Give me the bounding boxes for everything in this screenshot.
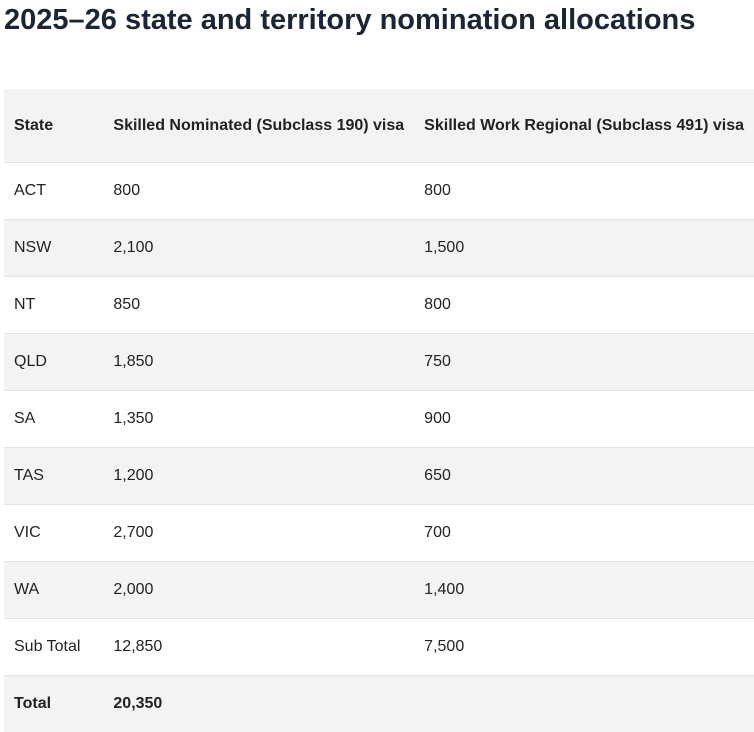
table-cell: Sub Total <box>4 619 103 676</box>
table-cell: SA <box>4 391 103 448</box>
table-cell: Total <box>4 676 103 732</box>
column-header: State <box>4 89 103 163</box>
table-cell: 1,500 <box>414 220 754 277</box>
table-cell: 2,100 <box>103 220 414 277</box>
column-header: Skilled Nominated (Subclass 190) visa <box>103 89 414 163</box>
table-cell: 800 <box>103 163 414 220</box>
table-cell: 1,200 <box>103 448 414 505</box>
column-header: Skilled Work Regional (Subclass 491) vis… <box>414 89 754 163</box>
table-cell: 1,850 <box>103 334 414 391</box>
table-cell: 1,400 <box>414 562 754 619</box>
table-cell: VIC <box>4 505 103 562</box>
table-cell: 650 <box>414 448 754 505</box>
table-cell: QLD <box>4 334 103 391</box>
table-cell: 900 <box>414 391 754 448</box>
table-cell: WA <box>4 562 103 619</box>
table-cell: NT <box>4 277 103 334</box>
table-cell: 20,350 <box>103 676 414 732</box>
page-title: 2025–26 state and territory nomination a… <box>4 0 695 40</box>
table-cell: 2,700 <box>103 505 414 562</box>
table-cell: 850 <box>103 277 414 334</box>
table-cell: 800 <box>414 163 754 220</box>
table-cell: TAS <box>4 448 103 505</box>
table-cell: ACT <box>4 163 103 220</box>
table-cell: 800 <box>414 277 754 334</box>
table-cell: 2,000 <box>103 562 414 619</box>
table-cell: NSW <box>4 220 103 277</box>
table-cell <box>414 676 754 732</box>
table-cell: 700 <box>414 505 754 562</box>
table-cell: 1,350 <box>103 391 414 448</box>
table-cell: 12,850 <box>103 619 414 676</box>
table-cell: 7,500 <box>414 619 754 676</box>
table-cell: 750 <box>414 334 754 391</box>
